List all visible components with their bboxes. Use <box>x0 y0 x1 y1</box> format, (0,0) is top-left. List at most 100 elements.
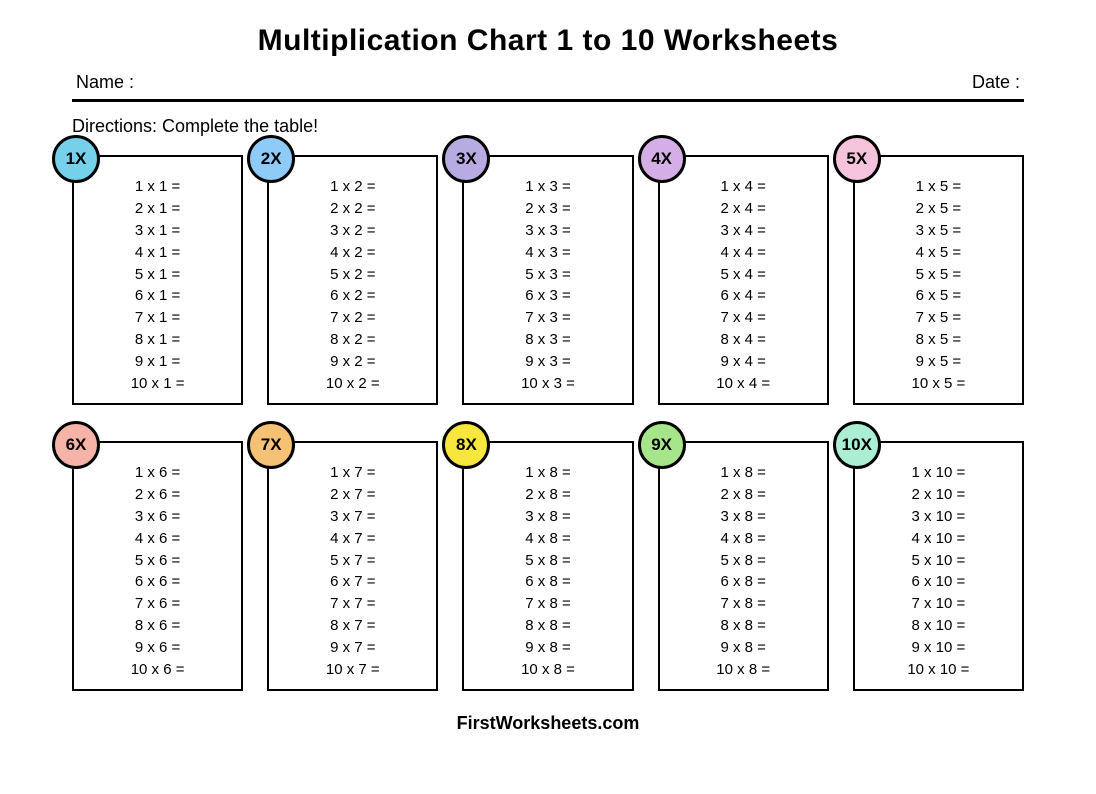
table-row: 10 x 8 = <box>716 662 770 677</box>
table-row: 6 x 8 = <box>525 574 570 589</box>
table-block-4x: 4X1 x 4 =2 x 4 =3 x 4 =4 x 4 =5 x 4 =6 x… <box>658 155 829 405</box>
table-row: 6 x 6 = <box>135 574 180 589</box>
table-row: 7 x 8 = <box>720 596 765 611</box>
table-badge: 6X <box>52 421 100 469</box>
table-row: 8 x 3 = <box>525 332 570 347</box>
table-row: 3 x 3 = <box>525 223 570 238</box>
table-row: 5 x 3 = <box>525 267 570 282</box>
table-row: 8 x 5 = <box>916 332 961 347</box>
table-row: 5 x 5 = <box>916 267 961 282</box>
table-row: 3 x 8 = <box>720 509 765 524</box>
table-box: 1 x 5 =2 x 5 =3 x 5 =4 x 5 =5 x 5 =6 x 5… <box>853 155 1024 405</box>
table-row: 9 x 8 = <box>720 640 765 655</box>
table-row: 7 x 3 = <box>525 310 570 325</box>
table-row: 8 x 8 = <box>525 618 570 633</box>
table-row: 10 x 2 = <box>326 376 380 391</box>
table-row: 6 x 7 = <box>330 574 375 589</box>
table-row: 4 x 8 = <box>525 531 570 546</box>
table-box: 1 x 10 =2 x 10 =3 x 10 =4 x 10 =5 x 10 =… <box>853 441 1024 691</box>
table-box: 1 x 8 =2 x 8 =3 x 8 =4 x 8 =5 x 8 =6 x 8… <box>658 441 829 691</box>
table-row: 5 x 7 = <box>330 553 375 568</box>
table-row: 7 x 10 = <box>911 596 965 611</box>
table-row: 2 x 3 = <box>525 201 570 216</box>
header-row: Name : Date : <box>72 72 1024 102</box>
table-row: 3 x 1 = <box>135 223 180 238</box>
table-row: 7 x 7 = <box>330 596 375 611</box>
table-row: 2 x 2 = <box>330 201 375 216</box>
table-row: 9 x 1 = <box>135 354 180 369</box>
table-row: 1 x 8 = <box>720 465 765 480</box>
table-row: 4 x 3 = <box>525 245 570 260</box>
name-label: Name : <box>76 72 134 93</box>
table-row: 8 x 2 = <box>330 332 375 347</box>
table-row: 4 x 1 = <box>135 245 180 260</box>
table-row: 4 x 6 = <box>135 531 180 546</box>
table-block-8x: 8X1 x 8 =2 x 8 =3 x 8 =4 x 8 =5 x 8 =6 x… <box>462 441 633 691</box>
table-row: 9 x 8 = <box>525 640 570 655</box>
table-badge: 4X <box>638 135 686 183</box>
table-badge: 2X <box>247 135 295 183</box>
table-row: 1 x 4 = <box>720 179 765 194</box>
table-row: 6 x 4 = <box>720 288 765 303</box>
table-box: 1 x 2 =2 x 2 =3 x 2 =4 x 2 =5 x 2 =6 x 2… <box>267 155 438 405</box>
table-row: 2 x 8 = <box>720 487 765 502</box>
table-row: 7 x 6 = <box>135 596 180 611</box>
table-row: 6 x 2 = <box>330 288 375 303</box>
table-row: 5 x 1 = <box>135 267 180 282</box>
table-row: 4 x 4 = <box>720 245 765 260</box>
table-row: 7 x 2 = <box>330 310 375 325</box>
table-row: 2 x 8 = <box>525 487 570 502</box>
table-block-9x: 9X1 x 8 =2 x 8 =3 x 8 =4 x 8 =5 x 8 =6 x… <box>658 441 829 691</box>
table-row: 4 x 7 = <box>330 531 375 546</box>
table-row: 5 x 2 = <box>330 267 375 282</box>
table-row: 10 x 1 = <box>131 376 185 391</box>
table-badge: 1X <box>52 135 100 183</box>
table-block-2x: 2X1 x 2 =2 x 2 =3 x 2 =4 x 2 =5 x 2 =6 x… <box>267 155 438 405</box>
table-row: 2 x 7 = <box>330 487 375 502</box>
table-row: 9 x 2 = <box>330 354 375 369</box>
table-row: 3 x 4 = <box>720 223 765 238</box>
table-row: 1 x 2 = <box>330 179 375 194</box>
table-box: 1 x 6 =2 x 6 =3 x 6 =4 x 6 =5 x 6 =6 x 6… <box>72 441 243 691</box>
table-row: 4 x 2 = <box>330 245 375 260</box>
table-row: 7 x 8 = <box>525 596 570 611</box>
table-row: 3 x 8 = <box>525 509 570 524</box>
table-block-10x: 10X1 x 10 =2 x 10 =3 x 10 =4 x 10 =5 x 1… <box>853 441 1024 691</box>
table-row: 3 x 7 = <box>330 509 375 524</box>
table-row: 7 x 1 = <box>135 310 180 325</box>
table-block-6x: 6X1 x 6 =2 x 6 =3 x 6 =4 x 6 =5 x 6 =6 x… <box>72 441 243 691</box>
table-row: 2 x 4 = <box>720 201 765 216</box>
table-row: 6 x 8 = <box>720 574 765 589</box>
table-row: 6 x 1 = <box>135 288 180 303</box>
table-box: 1 x 8 =2 x 8 =3 x 8 =4 x 8 =5 x 8 =6 x 8… <box>462 441 633 691</box>
table-block-5x: 5X1 x 5 =2 x 5 =3 x 5 =4 x 5 =5 x 5 =6 x… <box>853 155 1024 405</box>
table-row: 1 x 3 = <box>525 179 570 194</box>
table-row: 3 x 10 = <box>911 509 965 524</box>
table-row: 1 x 5 = <box>916 179 961 194</box>
table-row: 2 x 1 = <box>135 201 180 216</box>
table-row: 9 x 4 = <box>720 354 765 369</box>
table-row: 9 x 6 = <box>135 640 180 655</box>
directions-text: Directions: Complete the table! <box>72 116 1024 137</box>
table-row: 2 x 5 = <box>916 201 961 216</box>
table-row: 10 x 3 = <box>521 376 575 391</box>
table-row: 2 x 6 = <box>135 487 180 502</box>
table-block-1x: 1X1 x 1 =2 x 1 =3 x 1 =4 x 1 =5 x 1 =6 x… <box>72 155 243 405</box>
table-row: 6 x 3 = <box>525 288 570 303</box>
table-row: 8 x 4 = <box>720 332 765 347</box>
table-badge: 10X <box>833 421 881 469</box>
table-row: 4 x 5 = <box>916 245 961 260</box>
table-row: 8 x 7 = <box>330 618 375 633</box>
tables-grid: 1X1 x 1 =2 x 1 =3 x 1 =4 x 1 =5 x 1 =6 x… <box>72 155 1024 691</box>
table-row: 8 x 6 = <box>135 618 180 633</box>
table-row: 1 x 10 = <box>911 465 965 480</box>
footer-text: FirstWorksheets.com <box>72 713 1024 734</box>
table-row: 6 x 10 = <box>911 574 965 589</box>
table-row: 6 x 5 = <box>916 288 961 303</box>
table-row: 8 x 10 = <box>911 618 965 633</box>
table-row: 8 x 1 = <box>135 332 180 347</box>
date-label: Date : <box>972 72 1020 93</box>
table-row: 5 x 4 = <box>720 267 765 282</box>
table-block-3x: 3X1 x 3 =2 x 3 =3 x 3 =4 x 3 =5 x 3 =6 x… <box>462 155 633 405</box>
table-box: 1 x 3 = 2 x 3 = 3 x 3 = 4 x 3 = 5 x 3 = 6 x 3… <box>462 155 633 405</box>
